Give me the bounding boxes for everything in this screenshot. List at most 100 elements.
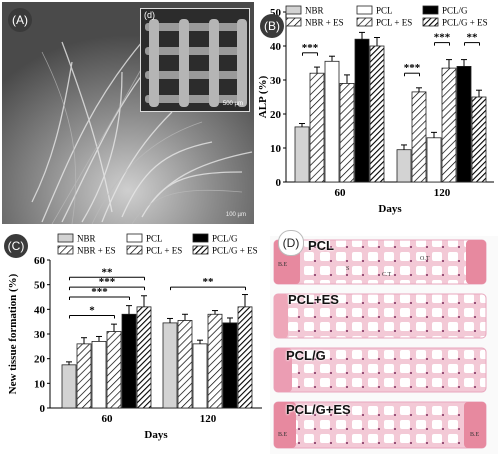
legend-swatch-pcl-es (356, 17, 373, 27)
bar-pcl-day-120 (426, 137, 442, 183)
y-axis-label: New tissue formation (%) (7, 273, 19, 394)
bar-pcl-g-day-120 (222, 322, 238, 409)
sample-label-pcl: PCL (308, 238, 334, 253)
bar-pcl-g-es-day-120 (237, 306, 253, 409)
significance-label: *** (302, 42, 319, 54)
y-tick-label: 50 (34, 280, 46, 292)
tissue-label-s-1: S (346, 266, 350, 272)
legend-swatch-pcl (356, 5, 373, 15)
tissue-label-ot-1: O.T (420, 256, 430, 262)
x-axis-label: Days (378, 203, 402, 215)
legend-label-pcl-es: PCL + ES (376, 18, 412, 28)
panel-a-sem-image: (d) 500 µm 100 µm (A) (0, 0, 256, 226)
sem-micrograph: (d) 500 µm 100 µm (2, 2, 254, 224)
legend-swatch-pcl-es (126, 245, 143, 255)
x-axis-label: Days (144, 429, 168, 441)
y-tick-label: 10 (270, 143, 282, 155)
bar-pcl-day-60 (91, 341, 107, 409)
inset-scale-bar: 500 µm (222, 101, 243, 107)
significance-label: *** (404, 62, 421, 74)
tissue-label-be-4: B.E (278, 432, 288, 438)
significance-label: ** (467, 32, 479, 44)
scaffold-grid (141, 9, 249, 111)
legend-swatch-pcl (126, 233, 143, 243)
panel-c-badge: (C) (4, 234, 28, 258)
panel-a-badge: (A) (8, 8, 32, 32)
y-tick-label: 30 (270, 75, 282, 87)
bar-pcl-g-es-day-60 (136, 306, 152, 409)
section-pcl-g (273, 347, 487, 393)
legend-label-pcl-es: PCL + ES (146, 246, 182, 256)
legend-swatch-nbr (285, 5, 302, 15)
legend-label-nbr-es: NBR + ES (305, 18, 344, 28)
legend-label-nbr: NBR (305, 6, 324, 16)
bar-pcl-es-day-120 (207, 313, 223, 409)
tissue-bar-chart: 0 10 20 30 40 50 60 New tissue formation (%) Day… (7, 233, 262, 441)
legend-swatch-nbr-es (285, 17, 302, 27)
panel-d-badge: (D) (278, 230, 304, 256)
legend-swatch-nbr-es (57, 245, 74, 255)
legend-label-pcl: PCL (376, 6, 393, 16)
panel-d-histology: (D) PCL PCL+ES PCL/G PCL/G+ES B.E C.T O.… (270, 230, 498, 454)
y-tick-label: 20 (270, 109, 282, 121)
scaffold-inset-image: (d) 500 µm (140, 8, 250, 112)
section-pcl (273, 239, 487, 285)
bar-pcl-g-es-day-60 (369, 45, 385, 183)
legend-swatch-nbr (57, 233, 74, 243)
y-tick-label: 50 (270, 7, 282, 19)
y-axis-label: ALP (%) (257, 75, 269, 118)
bar-nbr-day-60 (61, 364, 77, 409)
bar-pcl-g-day-120 (456, 66, 472, 183)
legend-swatch-pcl-g (192, 233, 209, 243)
legend-swatch-pcl-g (422, 5, 439, 15)
bar-pcl-es-day-120 (441, 67, 457, 183)
bar-pcl-day-60 (324, 60, 340, 183)
sample-label-pcl-es: PCL+ES (288, 292, 339, 307)
bar-pcl-es-day-60 (339, 83, 355, 183)
legend-label-pcl-g-es: PCL/G + ES (212, 246, 258, 256)
legend-swatch-pcl-g-es (422, 17, 439, 27)
legend-label-pcl-g: PCL/G (212, 234, 238, 244)
bar-nbr-es-day-120 (177, 320, 193, 409)
histology-sections (273, 239, 487, 449)
x-tick-label-day-120: 120 (434, 187, 451, 199)
tissue-label-be-1: B.E (278, 262, 288, 268)
sample-label-pcl-g: PCL/G (286, 348, 326, 363)
y-tick-label: 10 (34, 378, 46, 390)
significance-label: *** (91, 286, 108, 298)
y-tick-label: 40 (34, 304, 46, 316)
significance-label: ** (203, 276, 215, 288)
bar-pcl-g-day-60 (354, 38, 370, 183)
legend-label-pcl-g: PCL/G (442, 6, 468, 16)
tissue-label-be-5: B.E (470, 432, 480, 438)
bar-nbr-es-day-60 (76, 343, 92, 409)
bar-pcl-g-es-day-120 (471, 96, 487, 183)
panel-b-alp-chart: 0 10 20 30 40 50 ALP (%) Days 60 120 *** *** *** ** NB… (256, 0, 500, 226)
panel-b-badge: (B) (260, 14, 284, 38)
significance-label: *** (99, 276, 116, 288)
bar-pcl-day-120 (192, 343, 208, 409)
legend-label-pcl-g-es: PCL/G + ES (442, 18, 488, 28)
bar-nbr-day-120 (162, 322, 178, 409)
legend-label-pcl: PCL (146, 234, 163, 244)
y-tick-label: 0 (276, 177, 282, 189)
bar-nbr-day-120 (396, 149, 412, 183)
sample-label-pcl-g-es: PCL/G+ES (286, 402, 351, 417)
panel-c-tissue-chart: 0 10 20 30 40 50 60 New tissue formation (%) Day… (0, 228, 268, 456)
bar-pcl-g-day-60 (121, 313, 137, 409)
x-tick-label-day-120: 120 (200, 413, 217, 425)
y-tick-label: 20 (34, 354, 46, 366)
legend-swatch-pcl-g-es (192, 245, 209, 255)
y-tick-label: 0 (40, 403, 46, 415)
section-pcl-g-es (273, 401, 487, 449)
bar-pcl-es-day-60 (106, 331, 122, 409)
significance-label: * (89, 305, 95, 317)
bar-nbr-day-60 (294, 126, 310, 183)
bar-nbr-es-day-60 (309, 72, 325, 183)
bar-nbr-es-day-120 (411, 91, 427, 183)
x-tick-label-day-60: 60 (102, 413, 114, 425)
inset-label: (d) (144, 10, 155, 20)
significance-label: *** (434, 32, 451, 44)
y-tick-label: 40 (270, 41, 282, 53)
